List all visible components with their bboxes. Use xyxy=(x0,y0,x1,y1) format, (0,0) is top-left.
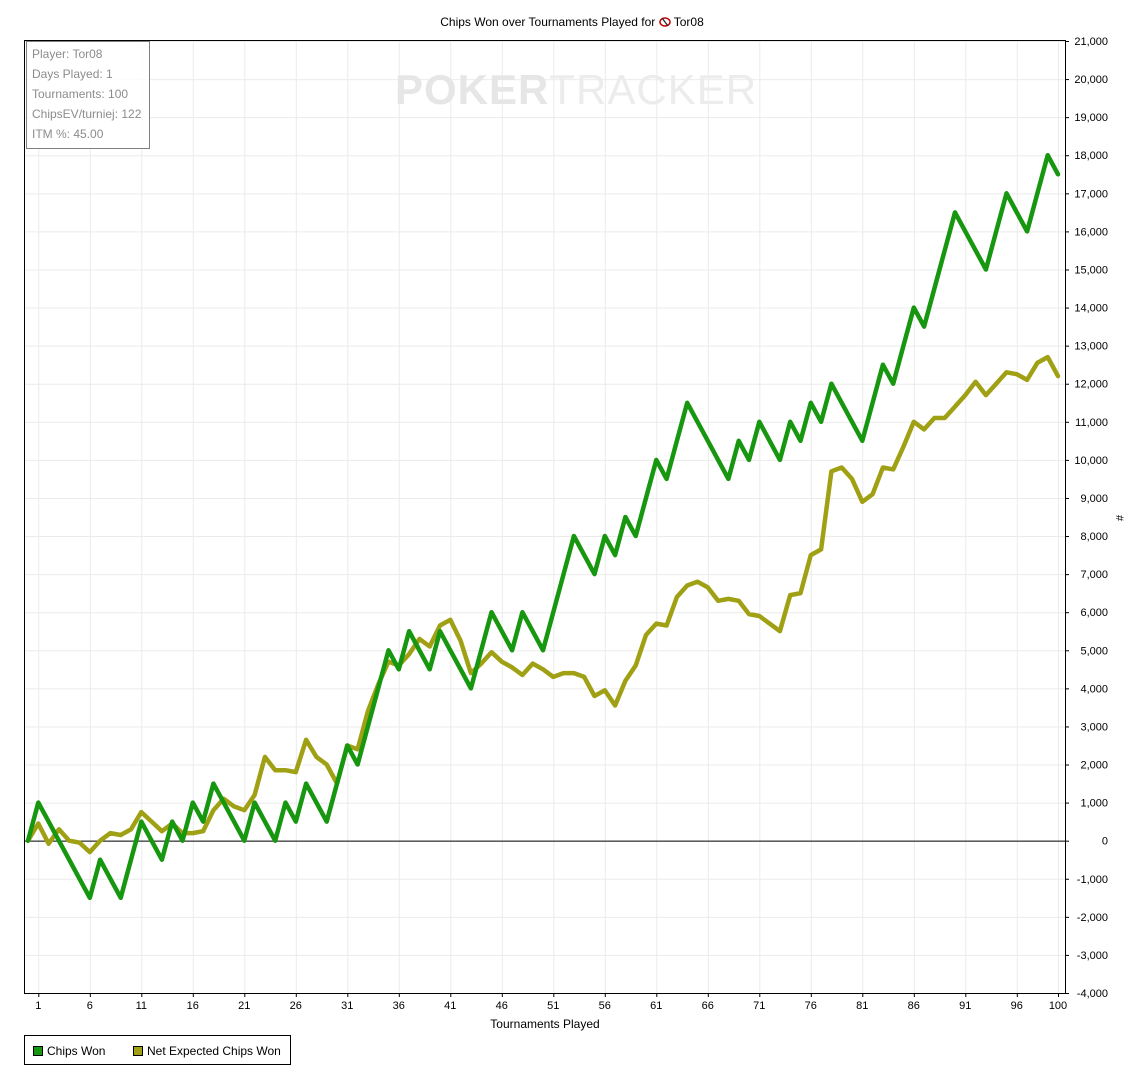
stat-player: Player: Tor08 xyxy=(32,47,103,61)
chart-legend: Chips Won Net Expected Chips Won xyxy=(24,1035,291,1065)
x-tick-label-51: 51 xyxy=(547,1000,559,1012)
y-tick-label-3: -1,000 xyxy=(1077,874,1108,886)
player-site-icon xyxy=(658,17,671,27)
y-tick-label-11: 7,000 xyxy=(1080,569,1108,581)
x-axis-ticks: 1 6 11 16 21 26 31 36 41 46 51 56 61 66 71 76 81 86 91 96 10… xyxy=(35,993,1067,1012)
y-tick-label-19: 15,000 xyxy=(1074,264,1108,276)
y-tick-label-12: 8,000 xyxy=(1080,531,1108,543)
y-tick-label-16: 12,000 xyxy=(1074,379,1108,391)
y-tick-label-13: 9,000 xyxy=(1080,493,1108,505)
stat-chipsev: ChipsEV/turniej: 122 xyxy=(32,107,142,121)
y-tick-label-0: -4,000 xyxy=(1077,988,1108,1000)
pokertracker-watermark: POKERTRACKER xyxy=(395,66,757,114)
y-tick-label-7: 3,000 xyxy=(1080,721,1108,733)
plot-area-border xyxy=(24,40,1066,994)
x-tick-label-76: 76 xyxy=(805,1000,817,1012)
x-tick-label-6: 6 xyxy=(87,1000,93,1012)
y-axis-ticks: -4,000 -3,000 -2,000 -1,000 0 1,000 2,000 3,000… xyxy=(1065,36,1108,1000)
x-tick-label-86: 86 xyxy=(908,1000,920,1012)
y-tick-label-18: 14,000 xyxy=(1074,303,1108,315)
x-tick-label-21: 21 xyxy=(238,1000,250,1012)
x-tick-label-31: 31 xyxy=(341,1000,353,1012)
y-tick-label-4: 0 xyxy=(1102,836,1108,848)
y-tick-label-15: 11,000 xyxy=(1075,417,1108,429)
x-tick-label-16: 16 xyxy=(187,1000,199,1012)
y-tick-label-20: 16,000 xyxy=(1074,226,1108,238)
grid-lines xyxy=(25,41,1065,994)
series-line-chips-won xyxy=(25,152,1061,901)
y-tick-label-2: -2,000 xyxy=(1077,912,1108,924)
legend-item-net-expected[interactable]: Net Expected Chips Won xyxy=(133,1044,281,1058)
stats-box: Player: Tor08 Days Played: 1 Tournaments… xyxy=(26,41,150,149)
y-tick-label-10: 6,000 xyxy=(1080,607,1108,619)
y-tick-label-22: 18,000 xyxy=(1074,150,1108,162)
y-tick-label-17: 13,000 xyxy=(1074,341,1108,353)
y-tick-label-9: 5,000 xyxy=(1080,645,1108,657)
stat-days-played: Days Played: 1 xyxy=(32,67,113,81)
x-tick-label-36: 36 xyxy=(393,1000,405,1012)
y-tick-label-23: 19,000 xyxy=(1074,112,1108,124)
x-tick-label-81: 81 xyxy=(856,1000,868,1012)
x-tick-label-46: 46 xyxy=(496,1000,508,1012)
x-tick-label-26: 26 xyxy=(290,1000,302,1012)
x-tick-label-41: 41 xyxy=(444,1000,456,1012)
legend-label-chips-won: Chips Won xyxy=(47,1044,106,1058)
legend-item-chips-won[interactable]: Chips Won xyxy=(33,1044,105,1058)
chart-title-text: Chips Won over Tournaments Played for xyxy=(440,15,656,29)
stat-itm: ITM %: 45.00 xyxy=(32,127,104,141)
y-tick-label-6: 2,000 xyxy=(1080,760,1108,772)
legend-label-net-expected: Net Expected Chips Won xyxy=(147,1044,281,1058)
y-tick-label-21: 17,000 xyxy=(1074,188,1108,200)
legend-swatch-net-expected xyxy=(133,1046,143,1056)
series-layer xyxy=(25,152,1061,901)
x-tick-label-11: 11 xyxy=(136,1000,147,1012)
x-tick-label-96: 96 xyxy=(1011,1000,1023,1012)
watermark-part-2: TRACKER xyxy=(549,66,758,113)
watermark-part-1: POKER xyxy=(395,66,550,113)
chart-title-player: Tor08 xyxy=(673,15,704,29)
y-axis-label: # xyxy=(1113,514,1126,522)
x-tick-label-56: 56 xyxy=(599,1000,611,1012)
x-tick-label-91: 91 xyxy=(959,1000,971,1012)
x-tick-label-66: 66 xyxy=(702,1000,714,1012)
stat-tournaments: Tournaments: 100 xyxy=(32,87,129,101)
y-tick-label-14: 10,000 xyxy=(1074,455,1108,467)
x-tick-label-61: 61 xyxy=(650,1000,662,1012)
x-axis-label: Tournaments Played xyxy=(490,1017,599,1031)
y-tick-label-8: 4,000 xyxy=(1080,683,1108,695)
x-tick-label-100: 100 xyxy=(1049,1000,1067,1012)
x-tick-label-71: 71 xyxy=(753,1000,765,1012)
series-line-net-expected-chips-won xyxy=(25,354,1061,855)
y-tick-label-1: -3,000 xyxy=(1077,950,1108,962)
y-tick-label-25: 21,000 xyxy=(1074,36,1108,48)
legend-swatch-chips-won xyxy=(33,1046,43,1056)
chart-title: Chips Won over Tournaments Played for To… xyxy=(0,15,1144,29)
y-tick-label-24: 20,000 xyxy=(1074,74,1108,86)
x-tick-label-1: 1 xyxy=(35,1000,41,1012)
y-tick-label-5: 1,000 xyxy=(1080,798,1108,810)
